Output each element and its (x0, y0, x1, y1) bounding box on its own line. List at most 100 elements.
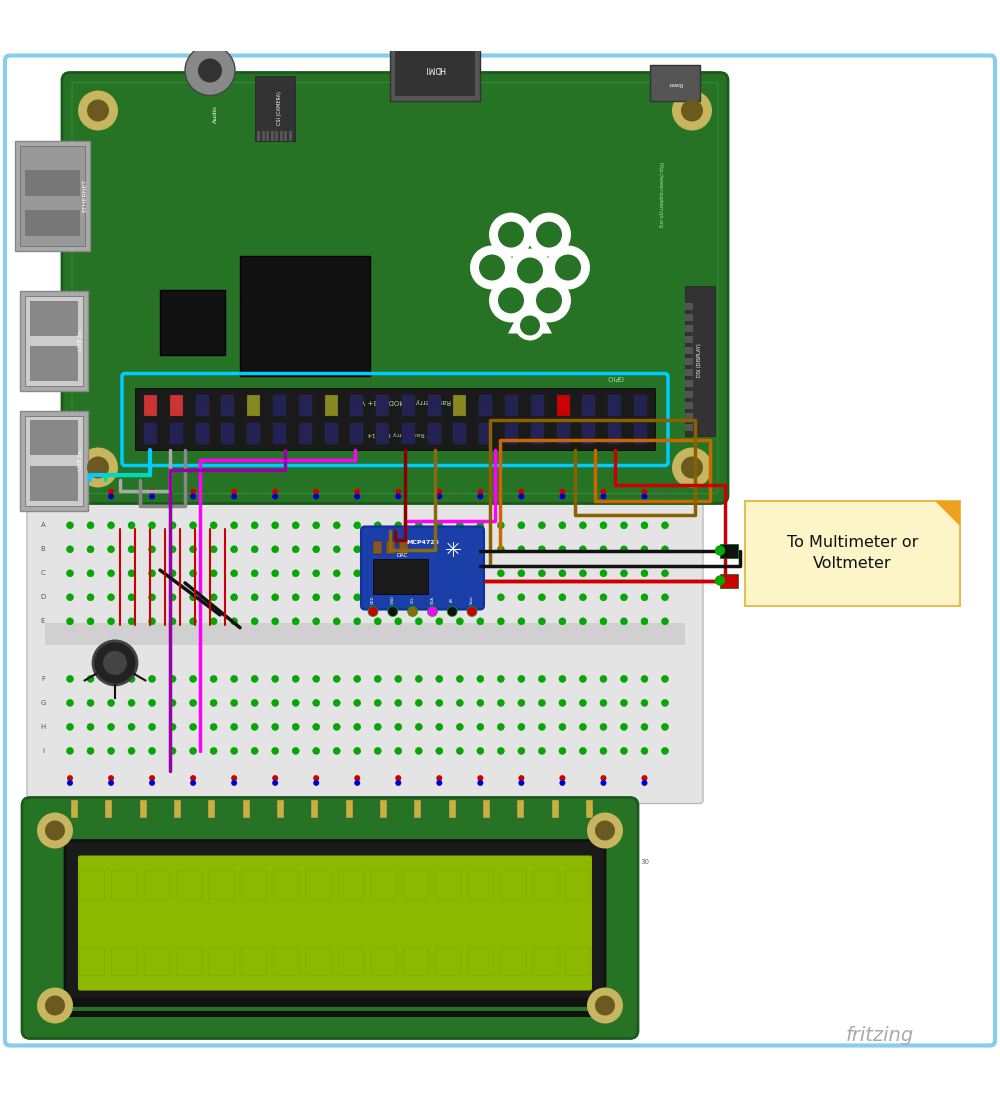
Bar (15, 141, 90, 251)
Bar (221, 423, 234, 445)
Circle shape (436, 748, 443, 754)
Circle shape (662, 593, 668, 601)
Circle shape (579, 522, 586, 528)
Circle shape (436, 493, 442, 500)
Text: ETHERNET: ETHERNET (82, 179, 88, 212)
Circle shape (620, 546, 627, 553)
Circle shape (518, 780, 524, 786)
Circle shape (600, 570, 607, 577)
FancyBboxPatch shape (565, 948, 591, 975)
Circle shape (272, 675, 279, 683)
Bar (255, 76, 295, 141)
Circle shape (641, 593, 648, 601)
Circle shape (415, 723, 422, 730)
Circle shape (66, 593, 74, 601)
FancyBboxPatch shape (78, 855, 592, 991)
Circle shape (436, 699, 443, 707)
Circle shape (456, 546, 463, 553)
Circle shape (354, 570, 361, 577)
FancyBboxPatch shape (339, 948, 364, 975)
Circle shape (374, 522, 381, 528)
Circle shape (415, 522, 422, 528)
Circle shape (538, 593, 545, 601)
Circle shape (388, 607, 398, 617)
Circle shape (559, 546, 566, 553)
Circle shape (518, 493, 524, 500)
Bar (20, 145, 85, 246)
Circle shape (251, 675, 258, 683)
Circle shape (333, 570, 340, 577)
Circle shape (662, 748, 668, 754)
Circle shape (662, 546, 668, 553)
Bar (30, 466, 78, 501)
Circle shape (620, 618, 627, 624)
Bar (25, 295, 83, 385)
Circle shape (313, 489, 319, 494)
Circle shape (497, 618, 504, 624)
Circle shape (128, 723, 135, 730)
Bar (685, 347, 693, 353)
Circle shape (292, 522, 299, 528)
Circle shape (600, 493, 606, 500)
Circle shape (456, 570, 463, 577)
Bar (531, 394, 544, 416)
Bar (390, 35, 480, 100)
Bar (174, 799, 181, 818)
Circle shape (436, 618, 443, 624)
Circle shape (128, 593, 135, 601)
Text: VDD: VDD (371, 596, 375, 603)
Circle shape (251, 618, 258, 624)
Circle shape (415, 593, 422, 601)
FancyBboxPatch shape (274, 871, 299, 900)
Circle shape (169, 675, 176, 683)
FancyBboxPatch shape (5, 55, 995, 1046)
Circle shape (313, 593, 320, 601)
Circle shape (313, 522, 320, 528)
Circle shape (415, 748, 422, 754)
Bar (350, 423, 363, 445)
Circle shape (641, 618, 648, 624)
Circle shape (374, 593, 381, 601)
Bar (196, 394, 209, 416)
Circle shape (395, 493, 401, 500)
Circle shape (518, 675, 525, 683)
Bar (20, 291, 88, 391)
Circle shape (108, 489, 114, 494)
Circle shape (672, 90, 712, 131)
Circle shape (272, 522, 279, 528)
Bar (350, 394, 363, 416)
Text: D: D (40, 595, 46, 600)
Circle shape (579, 723, 586, 730)
Circle shape (210, 618, 217, 624)
Text: USB 2x: USB 2x (78, 450, 82, 470)
Circle shape (395, 618, 402, 624)
Circle shape (210, 675, 217, 683)
Circle shape (538, 618, 545, 624)
Circle shape (538, 748, 545, 754)
Bar (685, 380, 693, 386)
Bar (284, 131, 287, 141)
Circle shape (149, 675, 156, 683)
Circle shape (190, 593, 197, 601)
Text: SDA: SDA (430, 596, 434, 603)
Circle shape (231, 748, 238, 754)
Bar (582, 394, 595, 416)
Bar (299, 423, 312, 445)
Circle shape (538, 723, 545, 730)
Circle shape (559, 618, 566, 624)
Bar (685, 285, 715, 436)
Bar (552, 799, 559, 818)
Circle shape (231, 723, 238, 730)
Bar (45, 623, 685, 645)
FancyBboxPatch shape (468, 871, 493, 900)
Circle shape (272, 780, 278, 786)
FancyBboxPatch shape (403, 948, 429, 975)
Circle shape (662, 675, 668, 683)
Bar (395, 51, 475, 96)
Text: HDMI: HDMI (425, 64, 445, 73)
Circle shape (518, 593, 525, 601)
Circle shape (715, 545, 725, 556)
Circle shape (477, 723, 484, 730)
Circle shape (251, 570, 258, 577)
Circle shape (66, 723, 74, 730)
